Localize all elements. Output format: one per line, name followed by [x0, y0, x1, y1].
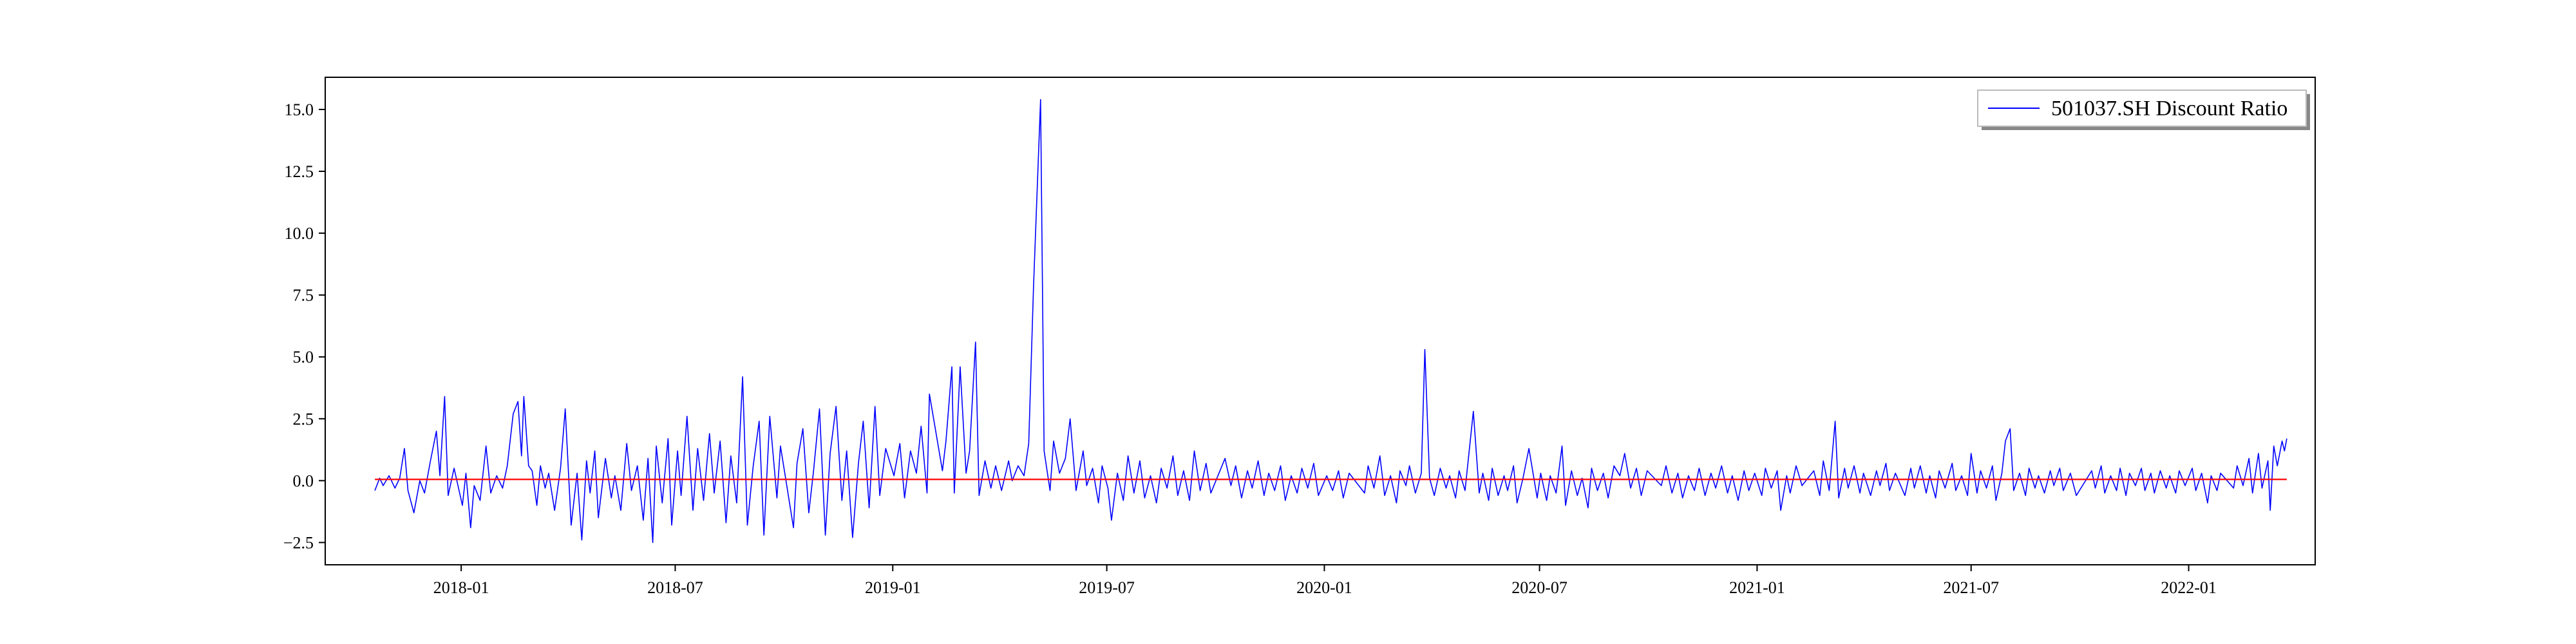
series-line-discount-ratio [374, 99, 2287, 544]
y-tick-label: 0.0 [293, 471, 314, 490]
x-tick-label: 2022-01 [2161, 578, 2217, 597]
legend: 501037.SH Discount Ratio [1977, 90, 2310, 130]
y-tick-label: 7.5 [293, 286, 314, 305]
x-tick-label: 2021-01 [1729, 578, 1785, 597]
x-tick-label: 2019-07 [1079, 578, 1135, 597]
x-axis: 2018-01 2018-07 2019-01 2019-07 2020-01 2020-… [433, 565, 2217, 597]
x-tick-label: 2018-01 [433, 578, 489, 597]
y-axis: −2.5 0.0 2.5 5.0 7.5 10.0 12.5 15.0 [283, 100, 325, 552]
x-tick-label: 2020-07 [1511, 578, 1567, 597]
legend-label: 501037.SH Discount Ratio [2051, 97, 2287, 120]
y-tick-label: 15.0 [285, 100, 314, 119]
y-tick-label: 10.0 [285, 224, 314, 243]
y-tick-label: 5.0 [293, 348, 314, 366]
y-tick-label: 12.5 [285, 162, 314, 181]
series-layer [374, 99, 2287, 544]
x-tick-label: 2018-07 [647, 578, 703, 597]
axes-frame [325, 77, 2316, 565]
x-tick-label: 2020-01 [1296, 578, 1352, 597]
y-tick-label: 2.5 [293, 410, 314, 428]
x-tick-label: 2021-07 [1943, 578, 1999, 597]
y-tick-label: −2.5 [283, 533, 314, 552]
x-tick-label: 2019-01 [865, 578, 921, 597]
